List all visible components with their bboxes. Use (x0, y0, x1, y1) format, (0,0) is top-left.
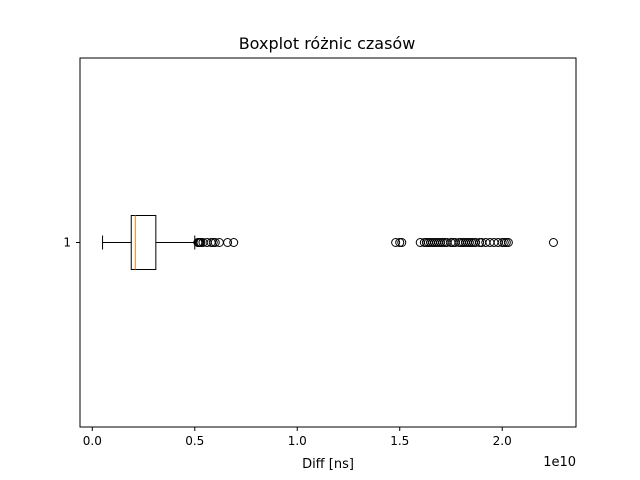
iqr-box (130, 215, 157, 270)
outlier-point (391, 238, 401, 247)
x-tick-label: 2.0 (493, 434, 512, 448)
axes: 0.0 0.5 1.0 1.5 2.0 1 (63, 236, 511, 449)
x-tick-label: 0.5 (185, 434, 204, 448)
x-axis-label: Diff [ns] (302, 457, 354, 472)
outlier-point (210, 238, 220, 247)
plot-area (102, 215, 558, 270)
outlier-point (229, 238, 239, 247)
chart-title: Boxplot różnic czasów (239, 34, 416, 53)
plot-frame (79, 57, 577, 428)
outlier-point (471, 238, 481, 247)
x-axis-offset-label: 1e10 (543, 455, 576, 470)
y-tick-label: 1 (63, 236, 71, 250)
x-tick-label: 1.5 (390, 434, 409, 448)
outlier-point (397, 238, 407, 247)
outlier-point (223, 238, 233, 247)
x-tick-label: 0.0 (83, 434, 102, 448)
outlier-point (503, 238, 513, 247)
x-tick-label: 1.0 (288, 434, 307, 448)
outlier-point (548, 238, 558, 247)
